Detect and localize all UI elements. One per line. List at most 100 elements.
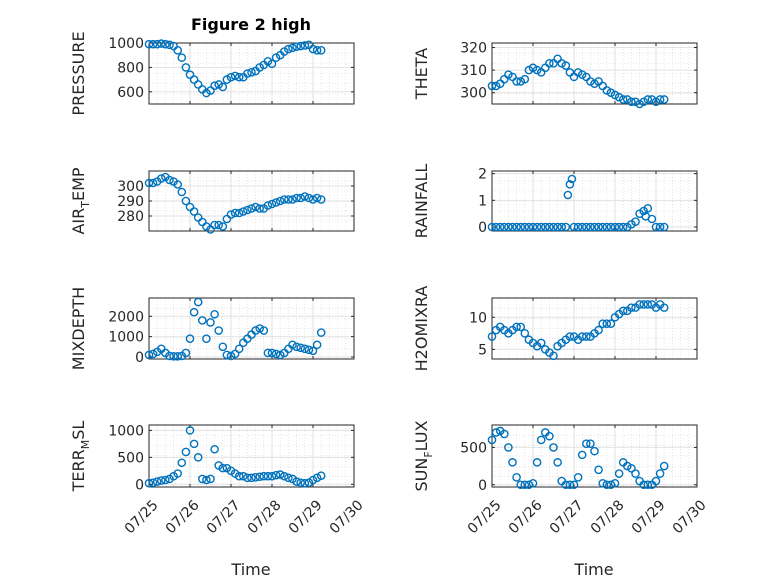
data-point — [491, 428, 501, 437]
data-point — [181, 447, 191, 457]
data-point — [541, 222, 550, 232]
data-point — [177, 458, 187, 468]
figure-title: Figure 2 high — [191, 15, 311, 34]
data-point — [614, 222, 624, 232]
data-point — [561, 61, 571, 70]
data-point — [271, 198, 281, 207]
data-point — [247, 67, 256, 77]
data-point — [267, 59, 277, 69]
data-point — [193, 297, 203, 307]
data-point — [618, 222, 628, 232]
data-point — [181, 348, 191, 358]
data-point — [643, 204, 653, 213]
data-point — [316, 471, 326, 480]
data-point — [659, 303, 669, 312]
data-point — [655, 222, 665, 232]
data-point — [524, 480, 534, 490]
data-point — [618, 306, 628, 316]
y-tick-label: 310 — [460, 63, 487, 79]
data-point — [238, 471, 248, 481]
data-point — [586, 439, 595, 448]
data-point — [573, 472, 583, 482]
data-point — [487, 81, 497, 91]
y-tick-label: 0 — [478, 478, 487, 494]
data-point — [197, 474, 207, 484]
x-tick-label: 07/28 — [245, 497, 285, 537]
data-point — [284, 473, 293, 483]
data-point — [300, 192, 310, 201]
data-point — [156, 476, 166, 485]
data-point — [573, 222, 583, 232]
data-point — [655, 95, 665, 104]
data-point — [300, 41, 310, 50]
data-point — [173, 180, 182, 189]
data-point — [512, 222, 521, 232]
data-point — [590, 79, 599, 88]
data-point — [582, 332, 591, 341]
data-point — [144, 478, 154, 488]
y-tick-label: 500 — [117, 450, 144, 466]
data-point — [635, 300, 644, 309]
data-point — [177, 53, 187, 62]
data-point — [271, 349, 281, 359]
data-point — [234, 344, 244, 354]
data-point — [284, 44, 293, 54]
data-point — [573, 68, 583, 77]
data-point — [165, 40, 174, 50]
data-point — [545, 431, 554, 441]
y-tick-label: 2000 — [108, 309, 144, 325]
data-point — [218, 463, 228, 473]
data-point — [255, 204, 265, 213]
data-point — [189, 307, 199, 317]
data-point — [165, 351, 174, 361]
data-point — [635, 99, 644, 109]
data-point — [553, 458, 562, 467]
data-point — [594, 222, 603, 232]
data-point — [602, 319, 612, 328]
data-point — [148, 178, 158, 188]
data-point — [247, 473, 256, 483]
data-point — [606, 222, 616, 232]
data-point — [279, 471, 289, 481]
y-tick-label: 1000 — [108, 330, 144, 346]
data-point — [594, 465, 603, 475]
data-point — [659, 222, 669, 232]
data-point — [590, 446, 599, 456]
data-point — [647, 95, 657, 104]
y-tick-label: 0 — [478, 220, 487, 236]
y-tick-label: 320 — [460, 41, 487, 57]
data-point — [312, 473, 322, 483]
data-point — [618, 95, 628, 104]
data-point — [218, 82, 228, 92]
data-point — [210, 309, 219, 319]
data-point — [577, 332, 587, 341]
data-point — [545, 222, 554, 232]
data-point — [631, 469, 640, 478]
data-point — [487, 435, 497, 445]
y-tick-label: 10 — [469, 310, 487, 326]
data-point — [532, 222, 542, 232]
y-axis-label: RAINFALL — [412, 164, 431, 239]
data-point — [202, 475, 211, 485]
data-point — [643, 95, 653, 104]
axes-box — [148, 424, 355, 488]
data-point — [230, 71, 240, 81]
data-point — [586, 222, 595, 232]
data-point — [173, 469, 182, 478]
data-point — [590, 222, 599, 232]
data-point — [193, 453, 203, 462]
data-point — [267, 348, 277, 358]
data-point — [156, 39, 166, 48]
data-point — [144, 350, 154, 360]
data-point — [288, 195, 297, 204]
data-point — [206, 318, 215, 327]
y-tick-label: 800 — [117, 60, 144, 76]
data-point — [520, 480, 530, 490]
data-point — [643, 480, 653, 490]
axes-box — [148, 297, 355, 360]
data-point — [255, 324, 265, 333]
axes-box — [491, 297, 698, 360]
data-point — [524, 222, 534, 232]
data-point — [243, 205, 252, 215]
data-point — [627, 464, 636, 473]
